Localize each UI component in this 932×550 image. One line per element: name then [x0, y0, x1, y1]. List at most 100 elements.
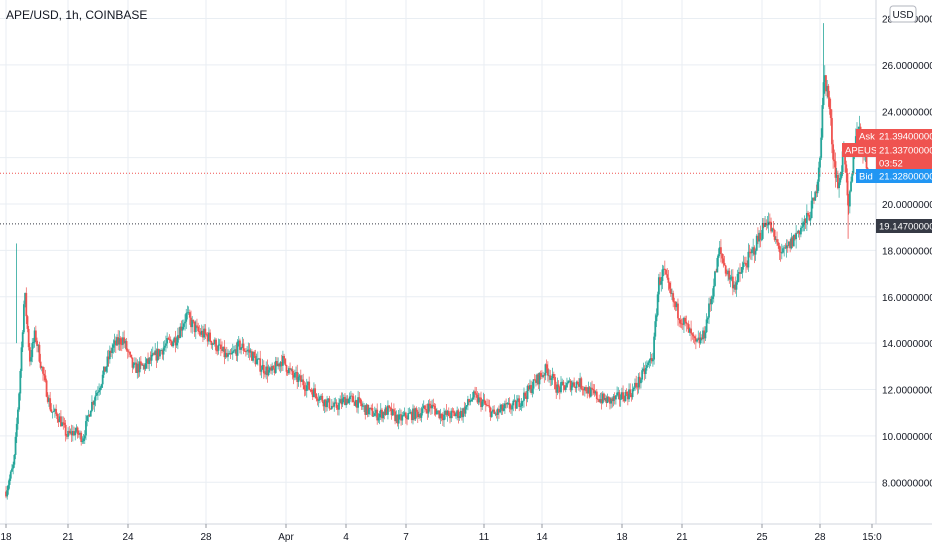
candle-body: [268, 367, 271, 371]
candle-body: [323, 399, 326, 407]
candle-body: [450, 410, 453, 419]
candle-body: [759, 232, 762, 240]
candle-body: [819, 157, 821, 168]
candle-body: [123, 337, 126, 344]
candle-body: [788, 241, 790, 246]
candle-body: [690, 328, 692, 334]
candle-body: [439, 413, 442, 419]
candle-body: [776, 239, 778, 243]
candle-body: [718, 247, 721, 255]
candle-body: [19, 370, 22, 394]
candle-body: [213, 339, 216, 345]
candle-body: [468, 399, 470, 403]
candle-body: [311, 391, 314, 397]
candle-body: [32, 341, 35, 344]
candle-body: [315, 393, 318, 399]
y-tick-label: 8.00000000: [882, 478, 932, 489]
candle-body: [68, 430, 71, 434]
candle-body: [502, 408, 505, 411]
candle-body: [228, 353, 231, 355]
candle-body: [20, 347, 23, 371]
candle-body: [79, 432, 81, 435]
candle-body: [435, 411, 438, 415]
candle-body: [326, 400, 328, 408]
x-tick-label: 25: [756, 532, 768, 543]
candle-body: [542, 374, 544, 377]
candle-body: [58, 416, 61, 423]
candle-body: [451, 410, 454, 412]
candle-body: [208, 332, 210, 342]
candle-body: [679, 319, 682, 324]
candle-body: [592, 388, 595, 391]
candle-body: [419, 413, 422, 418]
candle-body: [702, 330, 704, 340]
candle-body: [671, 293, 673, 294]
ask-price: 21.39400000: [879, 132, 932, 143]
candle-body: [556, 384, 559, 393]
candle-body: [710, 298, 713, 305]
candle-body: [369, 407, 371, 410]
candle-body: [217, 344, 220, 351]
candle-body: [715, 271, 718, 273]
candle-body: [89, 410, 92, 417]
candle-body: [789, 241, 792, 249]
candle-body: [179, 326, 182, 338]
x-tick-label: Apr: [278, 532, 294, 543]
candle-body: [583, 387, 586, 391]
candle-body: [722, 258, 725, 263]
candle-body: [186, 312, 189, 314]
candle-body: [653, 336, 655, 360]
candle-body: [148, 357, 151, 364]
bid-price-bg: [876, 169, 932, 183]
candle-body: [507, 403, 510, 404]
candle-body: [293, 372, 296, 378]
candle-body: [131, 357, 134, 368]
candle-body: [482, 399, 485, 402]
candle-body: [98, 390, 100, 393]
candle-body: [558, 387, 561, 393]
candle-body: [549, 375, 552, 380]
candle-body: [514, 400, 517, 409]
candle-body: [772, 228, 775, 230]
candle-body: [401, 415, 404, 421]
candle-body: [167, 338, 170, 340]
candle-body: [86, 415, 89, 422]
candle-body: [298, 375, 301, 377]
price-axis[interactable]: 8.00000000 10.00000000 12.00000000 14.00000…: [882, 15, 932, 490]
candle-body: [14, 436, 17, 455]
candle-body: [611, 398, 614, 402]
x-tick-label: 11: [479, 532, 490, 543]
x-tick-label: 4: [343, 532, 349, 543]
candle-body: [219, 344, 222, 350]
candle-body: [184, 321, 186, 324]
candle-body: [709, 303, 712, 305]
candle-body: [546, 368, 549, 376]
candle-body: [372, 415, 375, 417]
symbol-label: APEUSD: [845, 146, 884, 157]
candle-body: [196, 325, 198, 327]
candle-body: [396, 414, 399, 424]
candle-body: [779, 251, 782, 253]
candle-body: [469, 401, 472, 403]
candle-body: [420, 413, 423, 418]
candle-body: [453, 412, 456, 417]
candle-body: [347, 399, 350, 404]
time-axis[interactable]: 18 21 24 28 Apr 4 7 11 14 18 21 25 28 15:0: [0, 524, 882, 543]
candle-body: [67, 430, 69, 437]
candle-body: [304, 389, 307, 391]
candle-body: [329, 408, 332, 410]
candle-body: [358, 397, 361, 399]
candle-body: [387, 405, 389, 415]
candle-body: [736, 273, 739, 283]
candle-body: [104, 366, 106, 372]
candle-body: [188, 312, 191, 318]
candle-body: [319, 396, 321, 401]
candle-body: [276, 361, 278, 367]
last-price-bg: [876, 143, 932, 157]
candle-body: [193, 321, 196, 333]
currency-button[interactable]: USD: [889, 5, 917, 23]
candle-body: [409, 412, 412, 413]
candle-body: [687, 324, 690, 333]
candle-body: [691, 333, 694, 335]
